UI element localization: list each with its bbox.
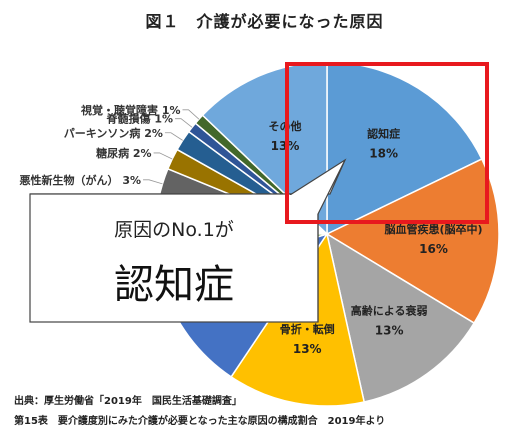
- highlight-box: [285, 62, 489, 224]
- leader-line-7: [143, 179, 163, 185]
- slice-label-1: 脳血管疾患(脳卒中): [384, 222, 482, 236]
- slice-label-2: 高齢による衰弱: [351, 304, 428, 318]
- slice-outside-label-11: 視覚・聴覚障害 1%: [80, 103, 181, 117]
- slice-value-2: 13%: [375, 324, 404, 338]
- slice-value-0: 18%: [369, 147, 398, 161]
- callout-bubble: 原因のNo.1が 認知症: [29, 158, 347, 323]
- callout-line2: 認知症: [114, 262, 234, 308]
- slice-value-3: 13%: [293, 342, 322, 356]
- footnote: 第15表 要介護度別にみた介護が必要となった主な原因の構成割合 2019年より: [14, 416, 386, 427]
- leader-line-10: [175, 118, 193, 128]
- slice-label-0: 認知症: [367, 127, 400, 141]
- slice-value-1: 16%: [419, 242, 448, 256]
- callout-line1: 原因のNo.1が: [114, 219, 234, 241]
- slice-label-3: 骨折・転倒: [280, 322, 335, 336]
- slice-outside-label-7: 悪性新生物（がん） 3%: [20, 173, 142, 187]
- slice-outside-label-10: 脊髄損傷 1%: [106, 112, 174, 126]
- pie-slice-2: [325, 232, 476, 403]
- leader-line-8: [153, 152, 173, 160]
- source-note: 出典：厚生労働省「2019年 国民生活基礎調査」: [14, 396, 242, 407]
- slice-outside-label-8: 糖尿病 2%: [96, 146, 152, 160]
- chart-title: 図１ 介護が必要になった原因: [145, 12, 384, 31]
- leader-line-11: [182, 109, 200, 120]
- leader-line-9: [164, 132, 183, 141]
- slice-outside-label-9: パーキンソン病 2%: [64, 126, 163, 140]
